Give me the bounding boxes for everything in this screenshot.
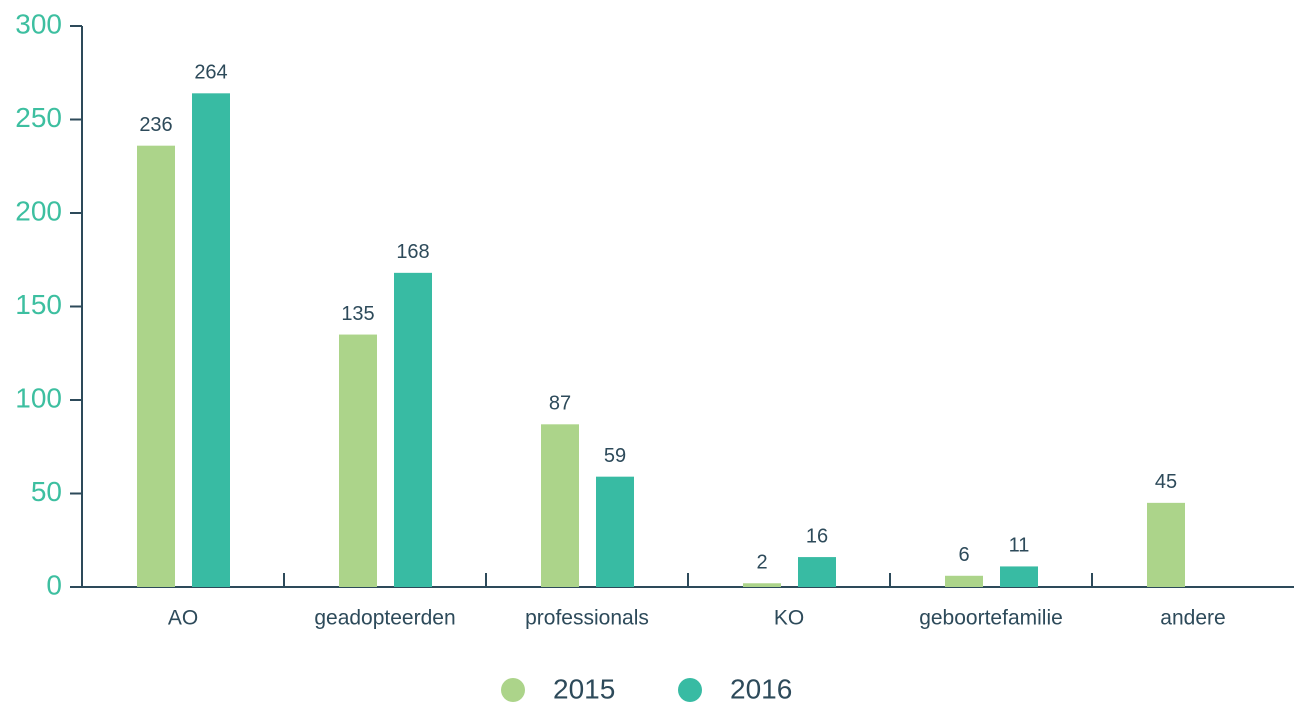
y-tick-label: 150 [15,289,62,320]
x-tick-label: KO [774,607,804,630]
bar [743,583,781,587]
bar [339,334,377,587]
value-label: 16 [806,525,828,547]
y-tick-label: 250 [15,102,62,133]
value-label: 45 [1155,471,1177,493]
value-label: 168 [396,241,429,263]
value-label: 2 [756,552,767,574]
bar [394,272,432,587]
x-tick-label: AO [168,607,198,630]
bar [137,145,175,587]
y-tick-label: 0 [46,569,62,600]
bar [945,575,983,587]
x-tick-label: geadopteerden [314,607,455,630]
y-tick-label: 50 [31,476,62,507]
x-tick-label: professionals [525,607,649,630]
x-tick-label: geboortefamilie [919,607,1063,630]
value-label: 6 [958,544,969,566]
y-tick-label: 200 [15,195,62,226]
value-label: 11 [1009,535,1030,557]
value-label: 264 [194,62,227,84]
x-tick-label: andere [1160,607,1225,630]
legend-swatch [501,678,525,702]
value-label: 87 [549,393,571,415]
bar [541,424,579,587]
legend-label: 2015 [553,673,615,704]
bar [596,476,634,587]
y-tick-label: 300 [15,8,62,39]
value-label: 135 [341,303,374,325]
value-label: 236 [139,114,172,136]
legend-swatch [678,678,702,702]
legend-label: 2016 [730,673,792,704]
bar [798,557,836,587]
bar [1147,502,1185,587]
y-tick-label: 100 [15,382,62,413]
bar [192,93,230,587]
bar [1000,566,1038,587]
value-label: 59 [604,445,626,467]
